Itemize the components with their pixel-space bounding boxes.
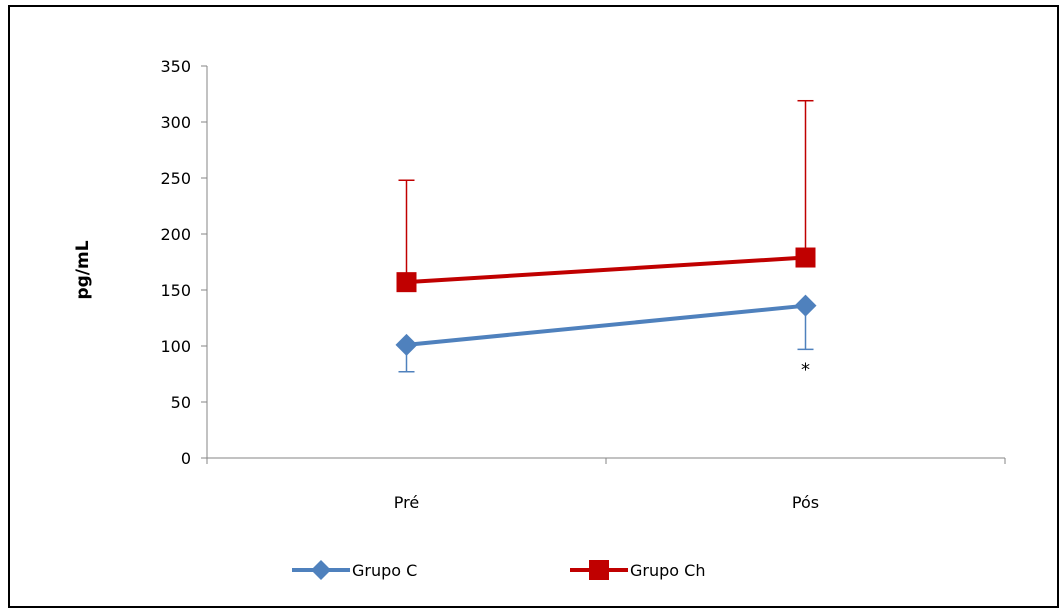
y-tick-labels: 0 50 100 150 200 250 300 350: [160, 57, 191, 468]
y-tick-label: 300: [160, 113, 191, 132]
series-2: [396, 99, 816, 293]
legend-label: Grupo C: [352, 561, 417, 580]
data-point-diamond: [395, 333, 418, 356]
y-tick-label: 150: [160, 281, 191, 300]
data-point-square: [396, 272, 417, 293]
annotation-layer: *: [801, 360, 810, 381]
legend-item-1: Grupo C: [292, 560, 417, 580]
x-tick-label: Pós: [792, 493, 819, 512]
data-point-diamond: [794, 294, 817, 317]
axes: [201, 65, 1006, 464]
series-layer: [395, 99, 817, 373]
series-1: [395, 294, 817, 373]
x-tick-label: Pré: [394, 493, 419, 512]
legend-item-2: Grupo Ch: [570, 560, 705, 580]
y-tick-label: 100: [160, 337, 191, 356]
y-tick-label: 250: [160, 169, 191, 188]
legend-label: Grupo Ch: [630, 561, 705, 580]
legend-marker-diamond: [311, 560, 331, 580]
y-tick-label: 350: [160, 57, 191, 76]
series-line: [406, 303, 806, 347]
chart-border: [8, 5, 1059, 608]
y-tick-label: 50: [171, 393, 191, 412]
legend-marker-square: [589, 560, 609, 580]
data-point-square: [795, 247, 816, 268]
y-tick-label: 200: [160, 225, 191, 244]
y-axis-label: pg/mL: [73, 240, 93, 299]
series-line: [406, 255, 806, 285]
legend: Grupo C Grupo Ch: [292, 560, 705, 580]
x-tick-labels: Pré Pós: [394, 493, 819, 512]
significance-asterisk: *: [801, 360, 810, 381]
y-tick-label: 0: [181, 449, 191, 468]
